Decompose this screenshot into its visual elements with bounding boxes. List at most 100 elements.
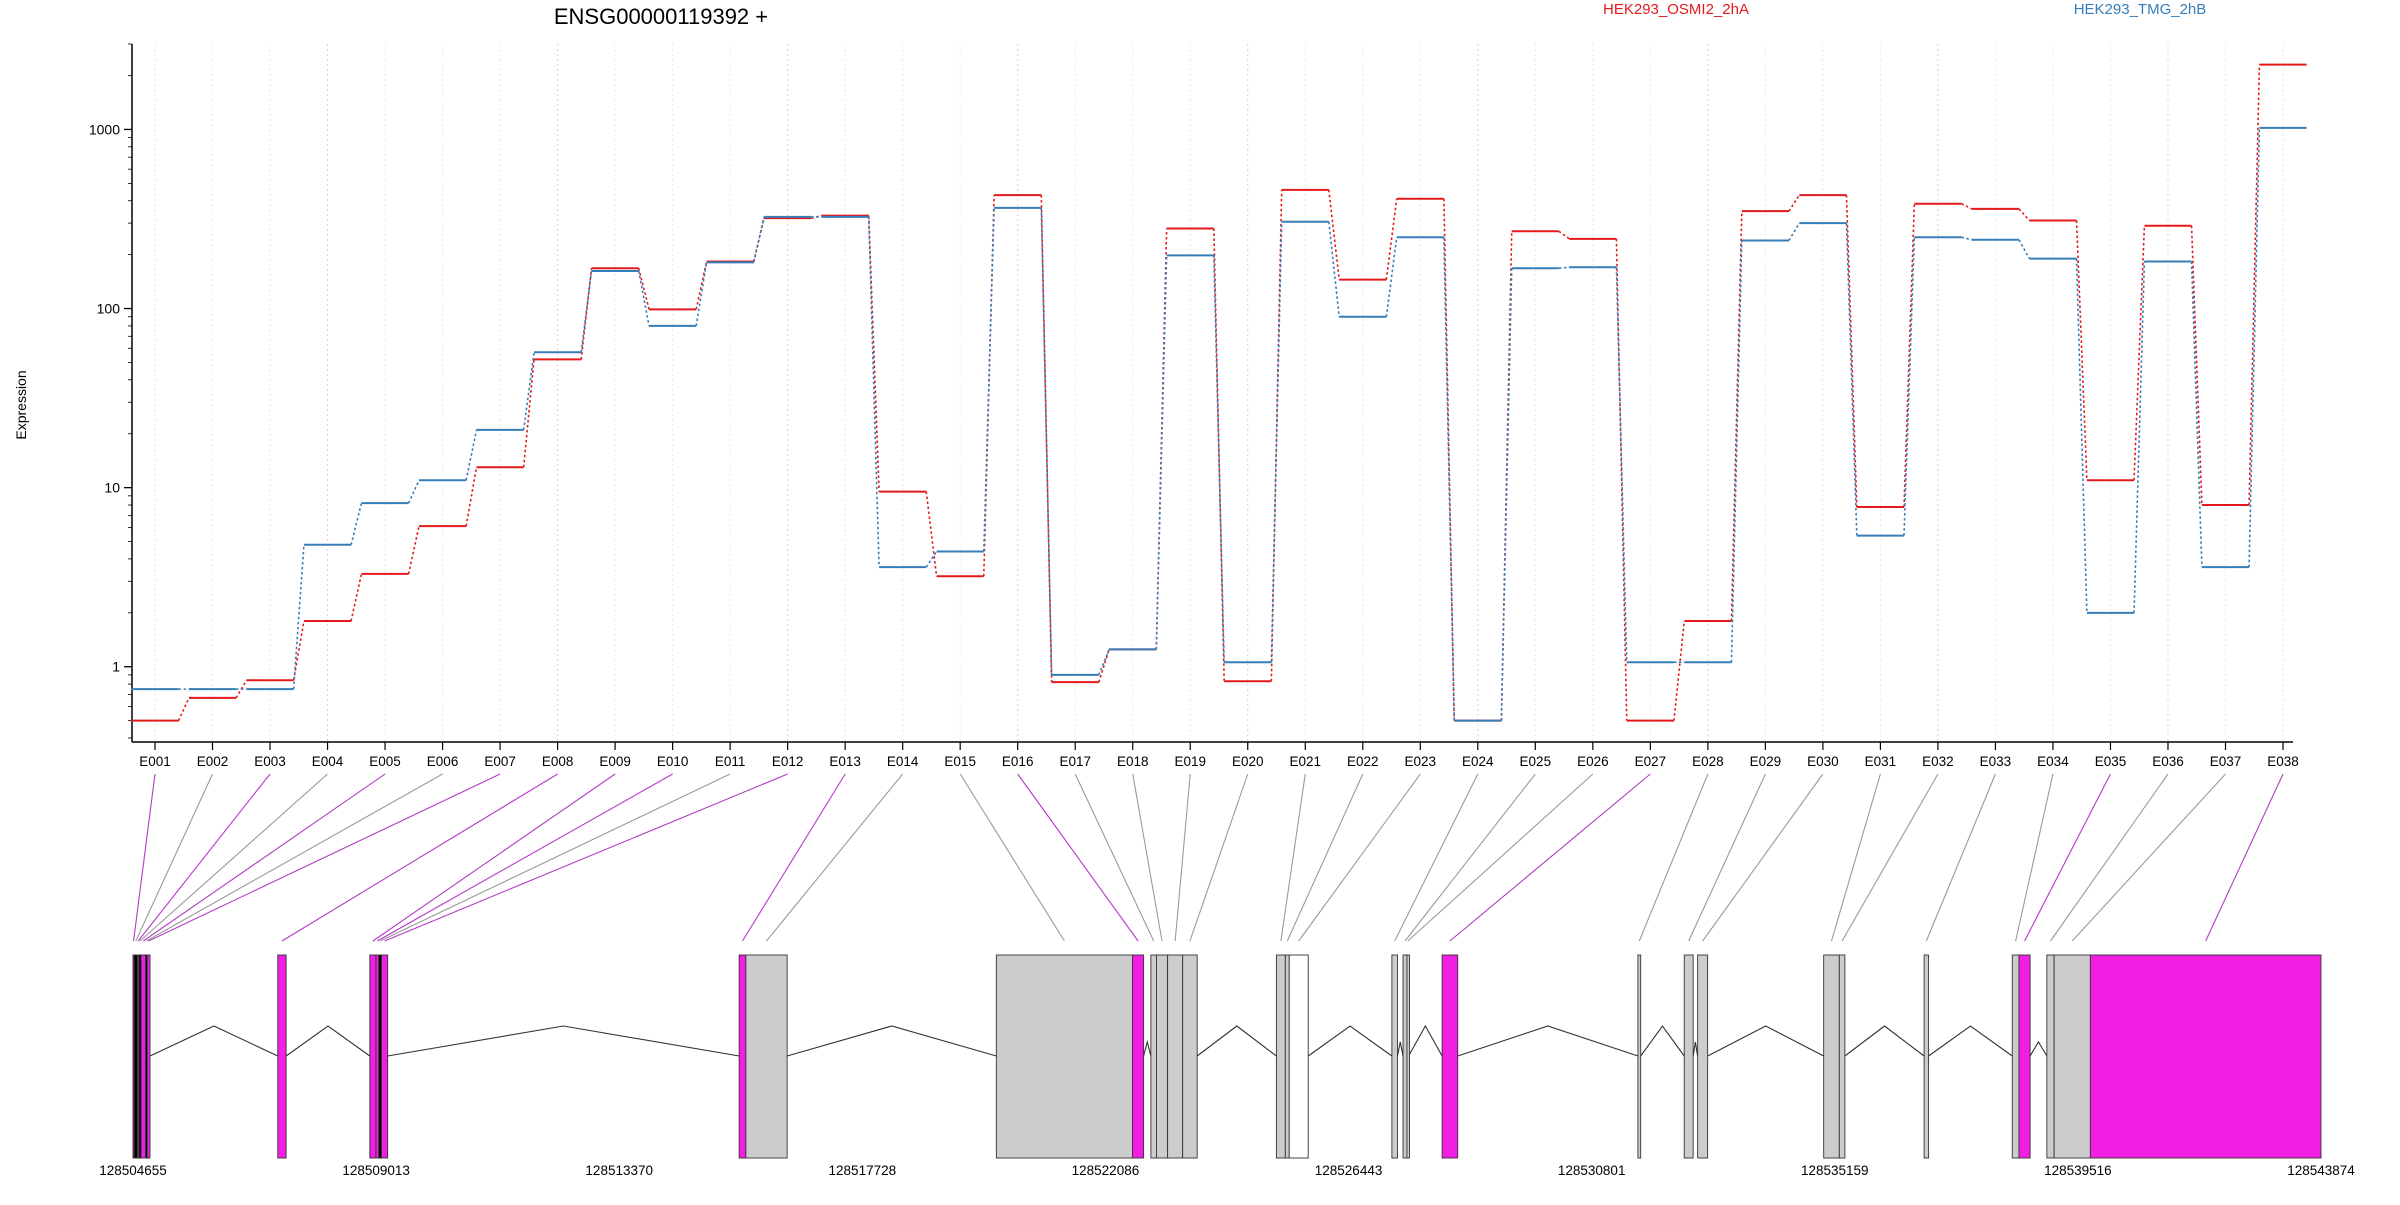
exon-connector-line (1174, 773, 1191, 942)
exon-connector-line (742, 773, 846, 942)
exon-tick-label: E002 (197, 754, 229, 769)
exon-connector-line (959, 773, 1065, 942)
exon-block (1275, 954, 1286, 1159)
series-connector (695, 262, 708, 327)
exon-tick-label: E032 (1922, 754, 1954, 769)
series-connector (1385, 198, 1398, 280)
exon-connector-line (1074, 773, 1155, 942)
chart-title: ENSG00000119392 + (554, 4, 768, 29)
exon-block (1182, 954, 1198, 1159)
series-connector (1788, 194, 1800, 212)
intron-line (786, 1025, 997, 1057)
series-connector (292, 544, 305, 690)
exon-tick-label: E023 (1405, 754, 1437, 769)
exon-tick-label: E034 (2037, 754, 2069, 769)
exon-tick-label: E035 (2095, 754, 2127, 769)
series-connector (1845, 195, 1858, 507)
exon-connector-line (1830, 773, 1881, 942)
exon-connector-line (135, 773, 214, 942)
exon-tick-label: E036 (2152, 754, 2184, 769)
intron-line (285, 1025, 371, 1057)
exon-block (2046, 954, 2055, 1159)
exon-block (146, 954, 151, 1159)
y-tick-label: 100 (97, 301, 121, 317)
exon-block (1132, 954, 1145, 1159)
exon-connector-line (2015, 773, 2054, 942)
exon-tick-label: E011 (715, 754, 746, 769)
series-connector (1328, 221, 1340, 317)
series-connector (292, 620, 305, 681)
exon-connector-line (1017, 773, 1139, 942)
exon-block (1406, 954, 1410, 1159)
genomic-coordinate-label: 128513370 (585, 1163, 653, 1178)
exon-tick-label: E014 (887, 754, 919, 769)
exon-tick-label: E028 (1692, 754, 1724, 769)
intron-line (1457, 1025, 1639, 1057)
exon-tick-label: E030 (1807, 754, 1839, 769)
exon-connector-line (372, 773, 616, 942)
exon-connector-line (2071, 773, 2226, 942)
exon-block (745, 954, 788, 1159)
exon-tick-label: E010 (657, 754, 689, 769)
exon-tick-label: E005 (369, 754, 401, 769)
series-connector (522, 352, 535, 431)
genomic-coordinate-label: 128504655 (99, 1163, 167, 1178)
series-1 (131, 63, 2307, 722)
exon-tick-label: E021 (1290, 754, 1322, 769)
series-connector (1500, 268, 1513, 721)
intron-line (1640, 1025, 1685, 1057)
series-connector (177, 697, 190, 721)
genomic-coordinate-label: 128535159 (1801, 1163, 1869, 1178)
exon-tick-label: E020 (1232, 754, 1264, 769)
intron-line (1692, 1041, 1699, 1057)
exon-block (369, 954, 377, 1159)
exon-block (1288, 954, 1309, 1159)
series-connector (1730, 211, 1743, 622)
series-connector (1328, 189, 1340, 280)
exon-block (1441, 954, 1459, 1159)
exon-tick-label: E016 (1002, 754, 1034, 769)
intron-line (1396, 1041, 1404, 1057)
series-connector (1155, 255, 1168, 650)
exon-tick-label: E007 (484, 754, 516, 769)
exon-tick-label: E025 (1520, 754, 1552, 769)
series-connector (1385, 237, 1398, 317)
exon-connector-line (384, 773, 788, 942)
exon-tick-label: E017 (1059, 754, 1091, 769)
exon-connector-line (1132, 773, 1163, 942)
genomic-coordinate-label: 128522086 (1072, 1163, 1140, 1178)
exon-block (1167, 954, 1184, 1159)
exon-connector-line (133, 773, 156, 942)
series-connector (1903, 237, 1916, 536)
exon-connector-line (1688, 773, 1766, 942)
series-connector (1730, 240, 1743, 663)
exon-connector-line (379, 773, 731, 942)
series-connector (2248, 127, 2261, 568)
y-axis-label: Expression (13, 370, 29, 439)
intron-line (1307, 1025, 1393, 1057)
exon-block (1697, 954, 1709, 1159)
exon-block (381, 954, 389, 1159)
series-connector (465, 429, 478, 481)
exon-tick-label: E019 (1174, 754, 1206, 769)
series-connector (580, 268, 593, 360)
series-connector (925, 551, 938, 568)
intron-line (1143, 1039, 1152, 1057)
exon-tick-label: E015 (944, 754, 976, 769)
series-connector (1443, 198, 1456, 721)
series-connector (1558, 266, 1570, 269)
exon-connector-line (1449, 773, 1651, 942)
series-connector (580, 270, 593, 353)
exon-connector-line (139, 773, 328, 942)
series-connector (1788, 222, 1800, 241)
series-connector (350, 573, 363, 622)
intron-line (2029, 1040, 2048, 1057)
series-connector (1270, 221, 1283, 663)
series-connector (1615, 238, 1628, 721)
series-connector (2190, 225, 2203, 506)
intron-line (1196, 1025, 1277, 1057)
exon-block (1284, 954, 1290, 1159)
exon-block (1823, 954, 1840, 1159)
exon-tick-label: E031 (1865, 754, 1897, 769)
exon-connector-line (137, 773, 271, 942)
